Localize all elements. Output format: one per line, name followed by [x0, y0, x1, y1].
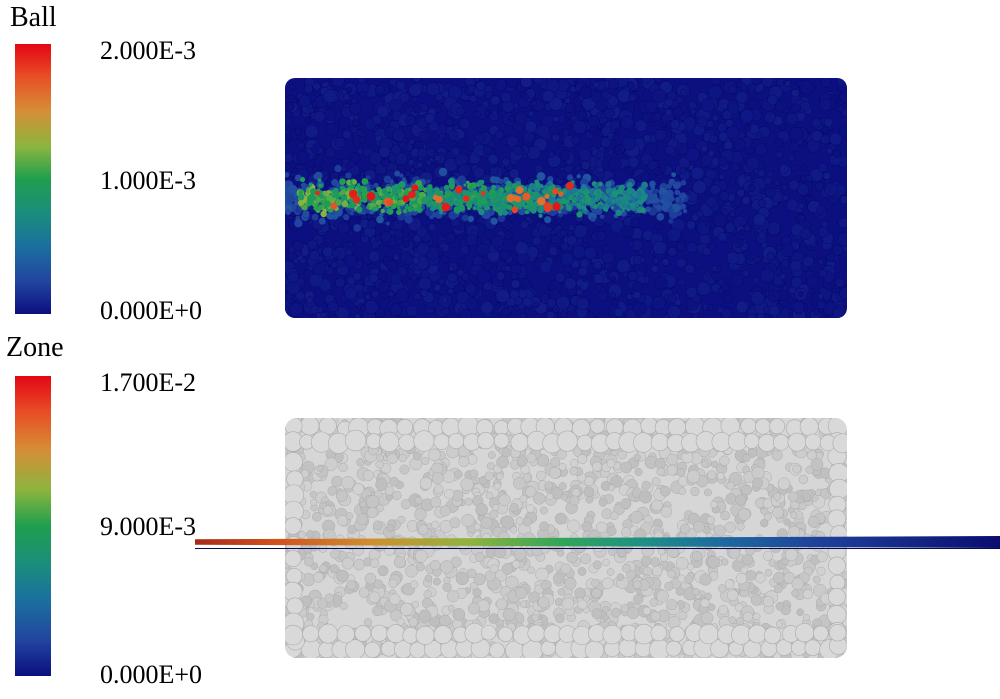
zone-panel: [285, 418, 847, 658]
ball-colorbar: [15, 44, 51, 314]
zone-colorbar: [15, 376, 51, 676]
zone-tick-2: 0.000E+0: [100, 660, 202, 690]
zone-tick-0: 1.700E-2: [100, 368, 196, 398]
zone-title: Zone: [6, 332, 64, 364]
zone-tick-1: 9.000E-3: [100, 512, 196, 542]
ball-panel: [285, 78, 847, 318]
ball-tick-1: 1.000E-3: [100, 166, 196, 196]
ball-tick-2: 0.000E+0: [100, 296, 202, 326]
ball-tick-0: 2.000E-3: [100, 36, 196, 66]
ball-title: Ball: [10, 2, 57, 34]
